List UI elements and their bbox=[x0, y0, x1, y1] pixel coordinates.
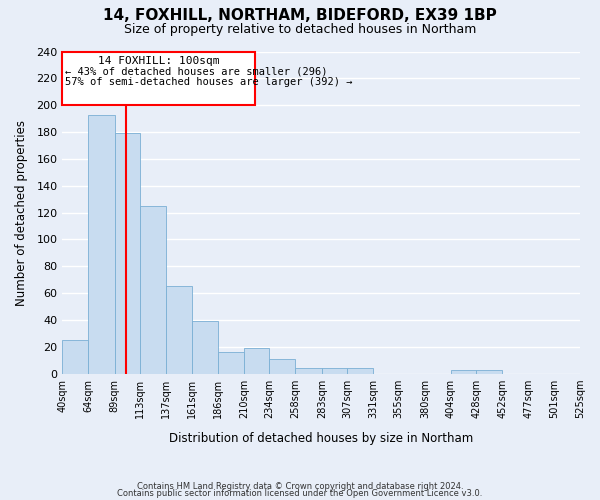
Bar bbox=[347, 368, 373, 374]
Bar bbox=[451, 370, 476, 374]
Bar bbox=[88, 114, 115, 374]
Bar bbox=[322, 368, 347, 374]
Bar bbox=[166, 286, 191, 374]
Bar bbox=[218, 352, 244, 374]
FancyBboxPatch shape bbox=[62, 52, 254, 105]
Text: Contains HM Land Registry data © Crown copyright and database right 2024.: Contains HM Land Registry data © Crown c… bbox=[137, 482, 463, 491]
Text: Contains public sector information licensed under the Open Government Licence v3: Contains public sector information licen… bbox=[118, 489, 482, 498]
Text: ← 43% of detached houses are smaller (296): ← 43% of detached houses are smaller (29… bbox=[65, 66, 327, 76]
Bar bbox=[191, 322, 218, 374]
Bar bbox=[295, 368, 322, 374]
Bar bbox=[140, 206, 166, 374]
Bar bbox=[244, 348, 269, 374]
Y-axis label: Number of detached properties: Number of detached properties bbox=[15, 120, 28, 306]
Text: Size of property relative to detached houses in Northam: Size of property relative to detached ho… bbox=[124, 22, 476, 36]
Bar bbox=[269, 359, 295, 374]
Text: 14 FOXHILL: 100sqm: 14 FOXHILL: 100sqm bbox=[98, 56, 219, 66]
Text: 14, FOXHILL, NORTHAM, BIDEFORD, EX39 1BP: 14, FOXHILL, NORTHAM, BIDEFORD, EX39 1BP bbox=[103, 8, 497, 22]
Bar bbox=[62, 340, 88, 374]
X-axis label: Distribution of detached houses by size in Northam: Distribution of detached houses by size … bbox=[169, 432, 473, 445]
Bar bbox=[115, 134, 140, 374]
Bar bbox=[476, 370, 502, 374]
Text: 57% of semi-detached houses are larger (392) →: 57% of semi-detached houses are larger (… bbox=[65, 77, 352, 87]
